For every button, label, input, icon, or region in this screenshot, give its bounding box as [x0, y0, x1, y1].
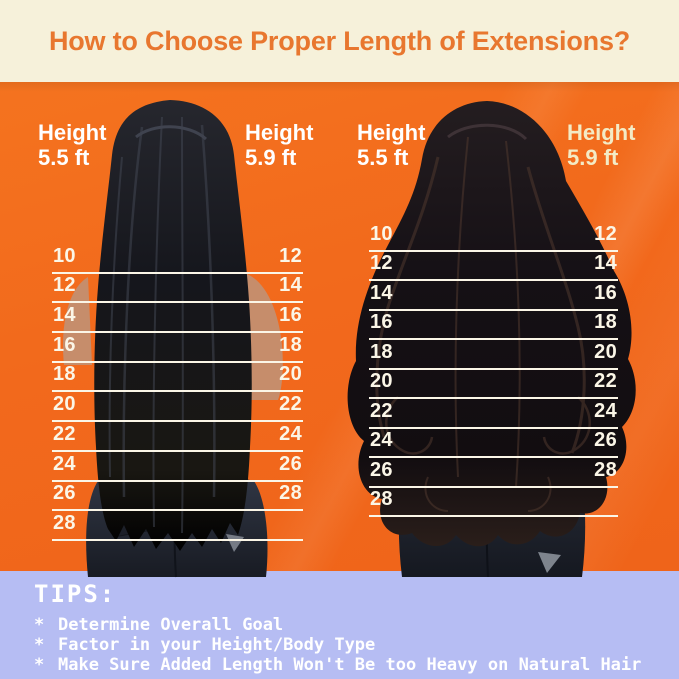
length-inches-tall-height: 28	[594, 458, 617, 481]
length-inches-tall-height: 26	[279, 452, 302, 475]
height-value: 5.9 ft	[567, 145, 619, 170]
height-word: Height	[38, 120, 107, 145]
length-inches-short-height: 14	[53, 304, 76, 327]
tips-heading: TIPS:	[34, 580, 117, 608]
height-label-short-wavy: Height 5.5 ft	[357, 120, 425, 170]
length-ruler-straight: 10 12 12 14 14 16 16 18 18 20 20 22 22 24 24 26 26 28 28	[52, 244, 303, 541]
length-marker-row: 28	[369, 488, 618, 517]
length-inches-tall-height: 28	[279, 482, 302, 505]
height-label-tall-straight: Height 5.9 ft	[245, 120, 313, 170]
length-marker-row: 12 14	[369, 252, 618, 281]
length-inches-tall-height: 18	[279, 333, 302, 356]
length-inches-tall-height: 20	[594, 340, 617, 363]
length-inches-short-height: 18	[370, 340, 393, 363]
height-label-short-straight: Height 5.5 ft	[38, 120, 106, 170]
tips-list: * Determine Overall Goal * Factor in your H…	[34, 615, 669, 675]
length-inches-tall-height: 14	[279, 274, 302, 297]
length-marker-row: 26 28	[52, 482, 303, 512]
length-inches-short-height: 22	[53, 422, 76, 445]
tip-item: * Determine Overall Goal	[34, 615, 669, 635]
tip-text: Factor in your Height/Body Type	[58, 635, 376, 655]
length-inches-short-height: 10	[53, 244, 76, 267]
tip-item: * Factor in your Height/Body Type	[34, 635, 669, 655]
height-word: Height	[357, 120, 426, 145]
length-inches-tall-height: 14	[594, 252, 617, 274]
tips-section: TIPS: * Determine Overall Goal * Factor in …	[0, 571, 679, 679]
length-inches-short-height: 16	[370, 311, 393, 333]
length-marker-row: 24 26	[369, 429, 618, 458]
length-marker-row: 14 16	[52, 303, 303, 334]
height-label-tall-wavy: Height 5.9 ft	[567, 120, 635, 170]
length-marker-row: 26 28	[369, 458, 618, 488]
length-inches-short-height: 12	[53, 274, 76, 297]
length-inches-short-height: 28	[53, 511, 76, 534]
length-inches-tall-height: 12	[279, 244, 302, 267]
length-marker-row: 24 26	[52, 452, 303, 482]
length-inches-short-height: 14	[370, 281, 393, 304]
length-marker-row: 14 16	[369, 281, 618, 311]
tip-text: Determine Overall Goal	[58, 615, 284, 635]
length-marker-row: 18 20	[52, 363, 303, 393]
length-inches-short-height: 24	[370, 429, 393, 451]
page-title: How to Choose Proper Length of Extension…	[48, 25, 631, 56]
length-inches-short-height: 20	[53, 393, 76, 416]
length-inches-short-height: 26	[370, 458, 393, 481]
length-marker-row: 28	[52, 511, 303, 541]
length-inches-tall-height: 24	[279, 422, 302, 445]
height-word: Height	[567, 120, 636, 145]
height-value: 5.5 ft	[38, 145, 90, 170]
length-marker-row: 18 20	[369, 340, 618, 370]
tip-bullet: *	[34, 655, 45, 675]
length-inches-tall-height: 24	[594, 399, 617, 422]
tip-bullet: *	[34, 615, 45, 635]
length-marker-row: 22 24	[369, 399, 618, 429]
tip-text: Make Sure Added Length Won't Be too Heav…	[58, 655, 642, 675]
height-value: 5.5 ft	[357, 145, 409, 170]
length-inches-short-height: 22	[370, 399, 393, 422]
length-inches-short-height: 28	[370, 488, 393, 510]
length-inches-short-height: 26	[53, 482, 76, 505]
length-inches-short-height: 12	[370, 252, 393, 274]
length-ruler-wavy: 10 12 12 14 14 16 16 18 18 20 20 22 22 24 24 26 26 28 28	[369, 222, 618, 517]
length-inches-short-height: 20	[370, 370, 393, 392]
height-value: 5.9 ft	[245, 145, 297, 170]
height-word: Height	[245, 120, 314, 145]
header-band: How to Choose Proper Length of Extension…	[0, 0, 679, 82]
length-inches-tall-height: 22	[594, 370, 617, 392]
length-inches-tall-height: 18	[594, 311, 617, 333]
length-inches-short-height: 16	[53, 333, 76, 356]
length-inches-short-height: 24	[53, 452, 76, 475]
length-inches-short-height: 18	[53, 363, 76, 386]
length-marker-row: 20 22	[369, 370, 618, 399]
length-marker-row: 16 18	[369, 311, 618, 340]
length-marker-row: 20 22	[52, 392, 303, 423]
length-marker-row: 12 14	[52, 274, 303, 304]
length-marker-row: 10 12	[369, 222, 618, 252]
length-inches-tall-height: 16	[594, 281, 617, 304]
length-marker-row: 22 24	[52, 422, 303, 452]
length-inches-tall-height: 26	[594, 429, 617, 451]
length-inches-tall-height: 20	[279, 363, 302, 386]
tip-item: * Make Sure Added Length Won't Be too Hea…	[34, 655, 669, 675]
length-inches-tall-height: 22	[279, 393, 302, 416]
tip-bullet: *	[34, 635, 45, 655]
length-marker-row: 10 12	[52, 244, 303, 274]
length-inches-tall-height: 12	[594, 222, 617, 245]
length-marker-row: 16 18	[52, 333, 303, 363]
length-inches-tall-height: 16	[279, 304, 302, 327]
length-inches-short-height: 10	[370, 222, 393, 245]
